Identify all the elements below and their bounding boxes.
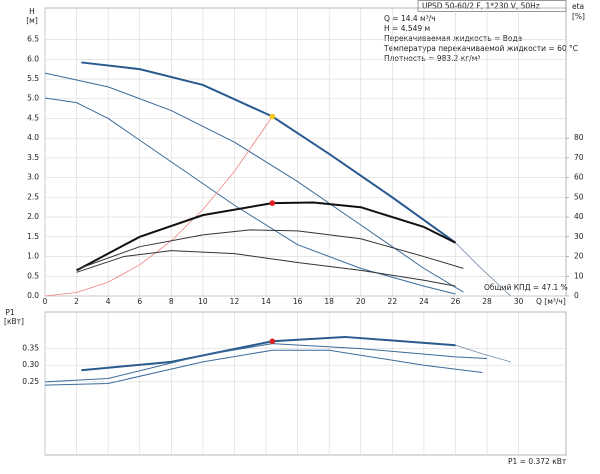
curve [455,344,511,363]
y-tick-label: 0.30 [22,360,39,369]
y-tick-label: 0.35 [22,344,39,353]
x-tick-label: 24 [419,297,429,306]
y2-axis-label: eta [572,2,584,11]
x-tick-label: 2 [74,297,79,306]
x-tick-label: 22 [388,297,398,306]
y-tick-label: 3.5 [27,153,39,162]
y2-axis-unit: [%] [572,12,585,21]
title-box [417,0,567,12]
y-tick-label: 4.0 [27,133,39,142]
y-axis-unit: [кВт] [4,317,24,326]
y2-tick-label: 80 [574,133,584,142]
x-tick-label: 4 [106,297,111,306]
y-tick-label: 5.0 [27,94,39,103]
curve [76,201,456,272]
operating-point [269,338,276,345]
y-axis-unit: [м] [26,16,38,25]
y-tick-label: 5.5 [27,74,39,83]
x-tick-label: 18 [324,297,334,306]
annotation: Общий КПД = 47.1 % [484,283,568,292]
x-tick-label: 6 [137,297,142,306]
y-tick-label: 0.5 [27,271,39,280]
annotation: P1 = 0.372 кВт [508,457,567,466]
y2-tick-label: 0 [574,291,579,300]
curve [76,250,456,287]
y-axis-label: H [29,7,35,16]
curve [455,242,512,297]
x-tick-label: 8 [169,297,174,306]
y-tick-label: 2.0 [27,212,39,221]
y-tick-label: 2.5 [27,192,39,201]
y-tick-label: 3.0 [27,173,39,182]
x-axis-label: Q [м³/ч] [536,297,566,306]
x-tick-label: 30 [514,297,524,306]
y-axis-label: P1 [5,308,15,317]
y2-tick-label: 20 [574,252,584,261]
x-tick-label: 10 [198,297,208,306]
y2-tick-label: 40 [574,212,584,221]
x-tick-label: 26 [451,297,461,306]
operating-point [269,113,276,120]
y-tick-label: 6.0 [27,54,39,63]
x-tick-label: 20 [356,297,366,306]
y-tick-label: 4.5 [27,113,39,122]
y-tick-label: 0.25 [22,377,39,386]
curve [81,61,457,244]
x-tick-label: 28 [482,297,492,306]
curve [44,72,464,293]
y-tick-label: 1.5 [27,232,39,241]
y-tick-label: 1.0 [27,252,39,261]
curve [76,229,464,270]
operating-point [269,200,276,206]
y2-tick-label: 10 [574,271,584,280]
info-line: H = 4.549 м [384,24,430,33]
y2-tick-label: 70 [574,153,584,162]
y-tick-label: 0.0 [27,291,39,300]
chart-title: UPSD 50-60/2 F, 1*230 V, 50Hz [422,2,540,11]
x-tick-label: 0 [43,297,48,306]
y2-tick-label: 50 [574,192,584,201]
y-tick-label: 6.5 [27,35,39,44]
y2-tick-label: 30 [574,232,584,241]
curve [44,349,483,386]
x-tick-label: 12 [230,297,240,306]
x-tick-label: 14 [261,297,271,306]
info-line: Перекачиваемая жидкость = Вода [384,34,522,43]
x-tick-label: 16 [293,297,303,306]
curve [44,97,456,295]
info-line: Температура перекачиваемой жидкости = 60… [383,44,578,53]
y2-tick-label: 60 [574,173,584,182]
info-line: Плотность = 983.2 кг/м³ [384,54,480,63]
plot-area [44,311,567,456]
info-line: Q = 14.4 м³/ч [384,14,436,23]
